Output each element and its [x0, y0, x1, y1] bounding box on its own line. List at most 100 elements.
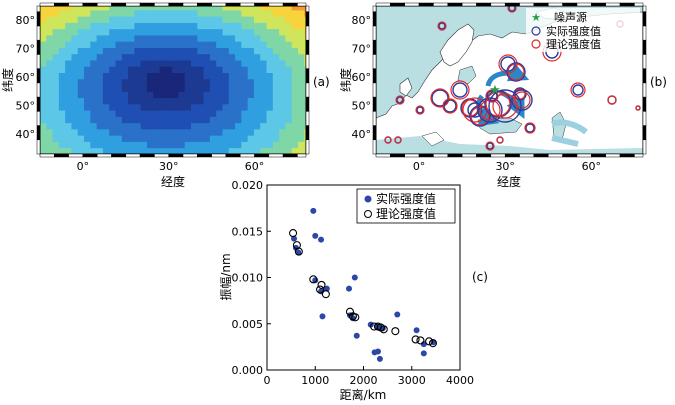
heatmap-cell [241, 9, 249, 17]
heatmap-cell [121, 116, 129, 124]
heatmap-cell [146, 53, 154, 61]
heatmap-cell [115, 110, 123, 117]
heatmap-cell [96, 35, 104, 42]
heatmap-cell [146, 97, 154, 105]
border-segment [305, 11, 310, 27]
heatmap-cell [184, 91, 192, 99]
heatmap-cell [65, 66, 72, 73]
heatmap-cell [40, 97, 47, 105]
heatmap-cell [46, 35, 53, 42]
actual-point [292, 244, 299, 251]
heatmap-cell [266, 16, 274, 23]
heatmap-cell [247, 16, 255, 23]
heatmap-cell [209, 91, 217, 99]
heatmap-cell [279, 66, 286, 73]
heatmap-cell [253, 97, 261, 105]
heatmap-cell [272, 141, 280, 149]
heatmap-cell [222, 135, 230, 142]
heatmap-cell [172, 35, 179, 42]
heatmap-cell [291, 47, 299, 55]
heatmap-cell [77, 41, 85, 48]
heatmap-cell [115, 78, 123, 86]
heatmap-cell [191, 116, 198, 124]
heatmap-cell [102, 72, 110, 80]
heatmap-cell [140, 47, 148, 55]
theory-point [289, 229, 298, 238]
heatmap-cell [77, 147, 85, 155]
heatmap-cell [172, 122, 179, 130]
border-segment [36, 125, 41, 141]
heatmap-cell [247, 41, 255, 48]
heatmap-cell [115, 47, 123, 55]
border-segment [282, 153, 298, 158]
heatmap-cell [121, 110, 129, 117]
heatmap-cell [272, 47, 280, 55]
border-segment [619, 2, 635, 7]
heatmap-cell [134, 66, 142, 73]
heatmap-cell [178, 66, 186, 73]
heatmap-cell [291, 72, 299, 80]
heatmap-cell [115, 6, 123, 11]
heatmap-cell [159, 97, 167, 105]
heatmap-cell [40, 110, 47, 117]
heatmap-cell [197, 60, 205, 67]
heatmap-cell [209, 128, 217, 136]
x-tick-label: 30° [495, 160, 515, 173]
heatmap-cell [159, 22, 167, 30]
border-segment [372, 82, 377, 98]
heatmap-cell [203, 35, 211, 42]
heatmap-cell [203, 141, 211, 149]
heatmap-cell [216, 16, 223, 23]
heatmap-cell [285, 35, 293, 42]
theory-point [391, 327, 400, 336]
heatmap-cell [222, 6, 230, 11]
heatmap-cell [304, 141, 307, 149]
heatmap-cell [241, 66, 249, 73]
heatmap-cell [115, 72, 123, 80]
actual-intensity-circle [469, 105, 491, 127]
heatmap-cell [297, 135, 305, 142]
heatmap-cell [178, 35, 186, 42]
border-segment [211, 153, 227, 158]
heatmap-cell [65, 103, 72, 111]
heatmap-cell [247, 135, 255, 142]
heatmap-map-border [36, 2, 310, 158]
heatmap-cell [235, 128, 242, 136]
heatmap-cell [46, 9, 53, 17]
border-segment [305, 39, 310, 55]
heatmap-cell [140, 66, 148, 73]
heatmap-cell [165, 66, 173, 73]
heatmap-cell [40, 22, 47, 30]
heatmap-cell [297, 9, 305, 17]
heatmap-cell [291, 16, 299, 23]
heatmap-cell [77, 60, 85, 67]
heatmap-cell [285, 22, 293, 30]
x-tick-label: 1000 [301, 374, 329, 387]
actual-intensity-circle [488, 89, 522, 123]
heatmap-cell [121, 22, 129, 30]
heatmap-cell [203, 66, 211, 73]
heatmap-cell [90, 147, 98, 155]
border-segment [168, 2, 184, 7]
heatmap-cell [77, 110, 85, 117]
heatmap-cell [128, 116, 135, 124]
heatmap-cell [291, 6, 299, 11]
heatmap-cell [279, 53, 286, 61]
heatmap-cell [58, 16, 66, 23]
heatmap-cell [191, 97, 198, 105]
heatmap-cell [128, 66, 135, 73]
y-tick-label: 70° [352, 43, 372, 56]
heatmap-cell [165, 16, 173, 23]
heatmap-cell [291, 35, 299, 42]
border-segment [182, 2, 198, 7]
border-segment [36, 68, 41, 84]
heatmap-cell [172, 9, 179, 17]
heatmap-cell [52, 147, 60, 155]
theory-intensity-circle [524, 122, 536, 134]
heatmap-cell [228, 16, 236, 23]
heatmap-cell [58, 72, 66, 80]
heatmap-cell [77, 135, 85, 142]
heatmap-cell [228, 28, 236, 36]
heatmap-cell [52, 35, 60, 42]
legend-theory-marker [364, 210, 372, 218]
